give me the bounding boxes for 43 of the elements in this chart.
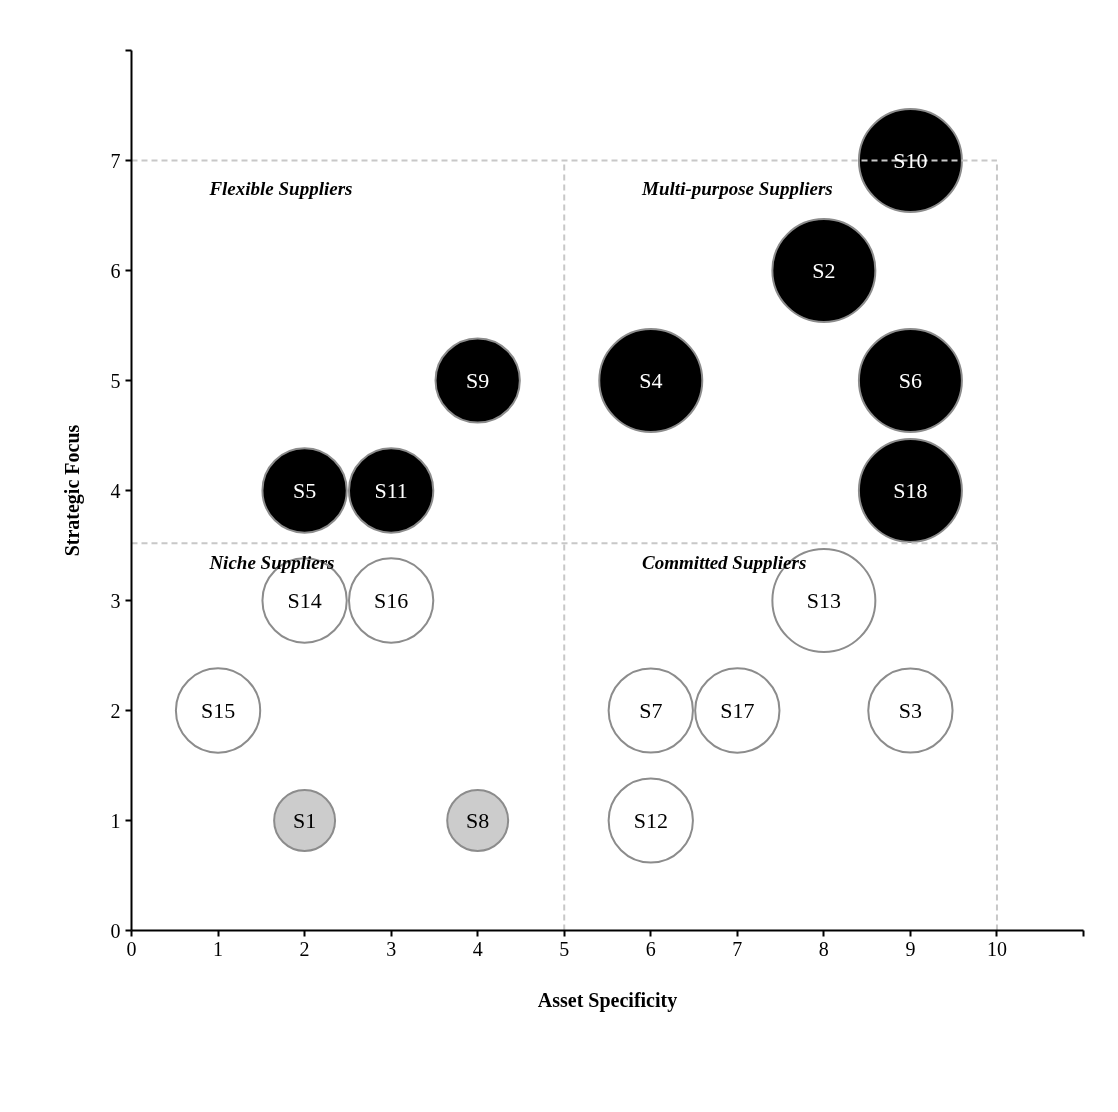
y-axis-title: Strategic Focus bbox=[60, 424, 84, 557]
annotation: S13 bbox=[806, 588, 841, 613]
x-axis-title: Asset Specificity bbox=[537, 988, 678, 1012]
annotation: S2 bbox=[812, 258, 836, 283]
annotation: S1 bbox=[292, 808, 317, 833]
y-tick-label: 3 bbox=[110, 589, 121, 612]
x-tick-label: 4 bbox=[472, 937, 483, 960]
y-tick-label: 0 bbox=[110, 919, 121, 942]
annotation: S10 bbox=[893, 148, 928, 173]
y-tick-label: 1 bbox=[110, 809, 121, 832]
x-tick-label: 9 bbox=[905, 937, 916, 960]
y-tick-label: 6 bbox=[110, 259, 121, 282]
annotation: S15 bbox=[200, 698, 236, 723]
annotation: Committed Suppliers bbox=[642, 551, 807, 573]
x-tick-label: 10 bbox=[986, 937, 1007, 960]
annotation: S16 bbox=[374, 588, 409, 613]
annotation: S17 bbox=[720, 698, 755, 723]
annotation: S18 bbox=[893, 478, 928, 503]
y-tick-label: 5 bbox=[110, 369, 121, 392]
y-tick-label: 7 bbox=[110, 149, 121, 172]
x-tick-label: 7 bbox=[732, 937, 743, 960]
x-tick-label: 0 bbox=[126, 937, 137, 960]
annotation: S8 bbox=[466, 808, 490, 833]
annotation: S14 bbox=[287, 588, 322, 613]
x-tick-label: 1 bbox=[213, 937, 224, 960]
x-tick-label: 3 bbox=[386, 937, 397, 960]
y-tick-label: 2 bbox=[110, 699, 121, 722]
annotation: S5 bbox=[292, 478, 317, 503]
annotation: S6 bbox=[898, 368, 923, 393]
x-tick-label: 8 bbox=[818, 937, 829, 960]
annotation: Niche Suppliers bbox=[208, 551, 335, 573]
x-tick-label: 5 bbox=[559, 937, 570, 960]
annotation: S11 bbox=[374, 478, 408, 503]
annotation: Multi-purpose Suppliers bbox=[641, 177, 833, 199]
annotation: S9 bbox=[466, 368, 490, 393]
y-tick-label: 4 bbox=[110, 479, 121, 502]
annotation: Flexible Suppliers bbox=[208, 177, 353, 199]
annotation: S4 bbox=[639, 368, 663, 393]
x-tick-label: 2 bbox=[299, 937, 310, 960]
annotation: S3 bbox=[898, 698, 923, 723]
annotation: S7 bbox=[639, 698, 663, 723]
x-tick-label: 6 bbox=[645, 937, 656, 960]
annotation: S12 bbox=[633, 808, 668, 833]
